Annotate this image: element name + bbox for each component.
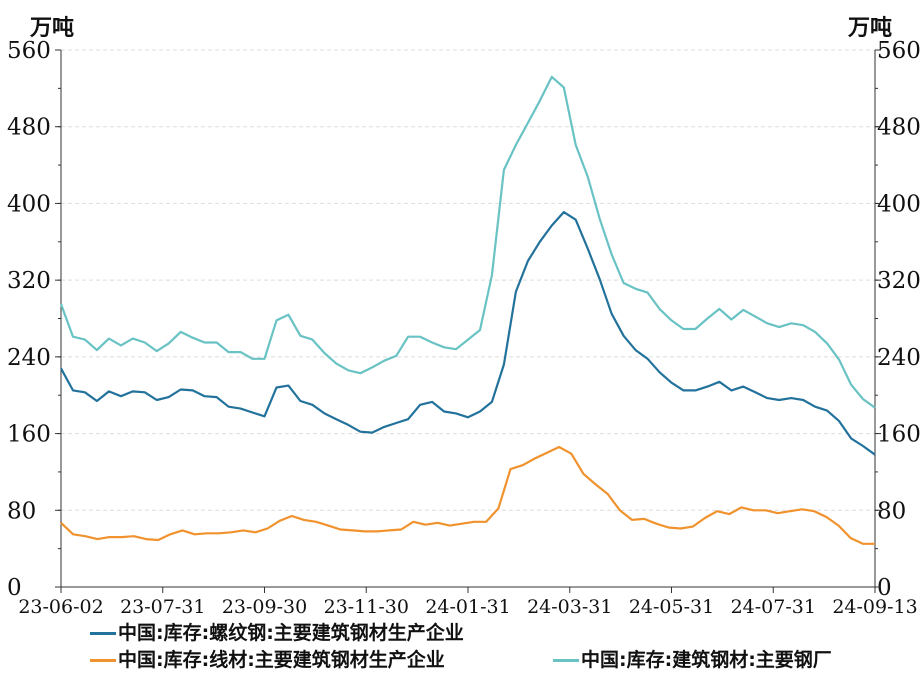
y-tick-label-right: 160 xyxy=(877,422,921,448)
axes xyxy=(60,50,876,588)
x-tick-label: 23-07-31 xyxy=(120,596,205,618)
series-lines xyxy=(59,75,876,545)
y-tick-label-left: 0 xyxy=(7,575,22,601)
legend-label-construction-steel: 中国:库存:建筑钢材:主要钢厂 xyxy=(581,649,832,671)
legend-item-rebar: 中国:库存:螺纹钢:主要建筑钢材生产企业 xyxy=(90,618,464,645)
right-axis-unit: 万吨 xyxy=(848,16,893,41)
right-y-axis-ticks: 0 80 160 240 320 400 480 560 xyxy=(875,38,921,601)
series-line-1 xyxy=(60,445,875,545)
series-line-0 xyxy=(60,211,876,456)
x-tick-label: 24-01-31 xyxy=(425,596,510,618)
y-tick-label-left: 320 xyxy=(7,268,51,294)
series-line-2 xyxy=(59,75,876,409)
y-tick-label-right: 0 xyxy=(877,575,892,601)
y-tick-label-right: 240 xyxy=(877,345,921,371)
legend-item-wire-rod: 中国:库存:线材:主要建筑钢材生产企业 xyxy=(90,645,445,672)
x-tick-label: 24-03-31 xyxy=(527,596,612,618)
y-tick-label-left: 80 xyxy=(7,498,36,524)
x-tick-label: 23-06-02 xyxy=(18,596,103,618)
y-tick-label-left: 560 xyxy=(7,38,51,64)
legend-swatch-rebar xyxy=(90,632,116,635)
y-tick-label-right: 320 xyxy=(877,268,921,294)
gridlines xyxy=(61,49,875,511)
y-tick-label-left: 400 xyxy=(7,191,51,217)
left-y-axis-ticks: 0 80 160 240 320 400 480 560 xyxy=(7,38,61,601)
legend-swatch-construction-steel xyxy=(553,659,579,662)
y-tick-label-left: 240 xyxy=(7,345,51,371)
x-tick-label: 24-05-31 xyxy=(629,596,714,618)
y-tick-label-left: 480 xyxy=(7,115,51,141)
legend-label-wire-rod: 中国:库存:线材:主要建筑钢材生产企业 xyxy=(118,649,445,671)
y-tick-label-right: 80 xyxy=(877,498,906,524)
x-tick-label: 24-09-13 xyxy=(832,596,917,618)
legend-item-construction-steel: 中国:库存:建筑钢材:主要钢厂 xyxy=(553,645,832,672)
y-tick-label-right: 400 xyxy=(877,191,921,217)
x-tick-label: 23-11-30 xyxy=(324,596,409,618)
legend-swatch-wire-rod xyxy=(90,659,116,662)
y-tick-label-left: 160 xyxy=(7,422,51,448)
left-axis-unit: 万吨 xyxy=(30,16,75,41)
x-tick-label: 23-09-30 xyxy=(222,596,307,618)
y-tick-label-right: 480 xyxy=(877,115,921,141)
y-tick-label-right: 560 xyxy=(877,38,921,64)
legend-label-rebar: 中国:库存:螺纹钢:主要建筑钢材生产企业 xyxy=(118,622,464,644)
x-axis-ticks: 23-06-02 23-07-31 23-09-30 23-11-30 24-01-31… xyxy=(18,587,918,618)
x-tick-label: 24-07-31 xyxy=(731,596,816,618)
